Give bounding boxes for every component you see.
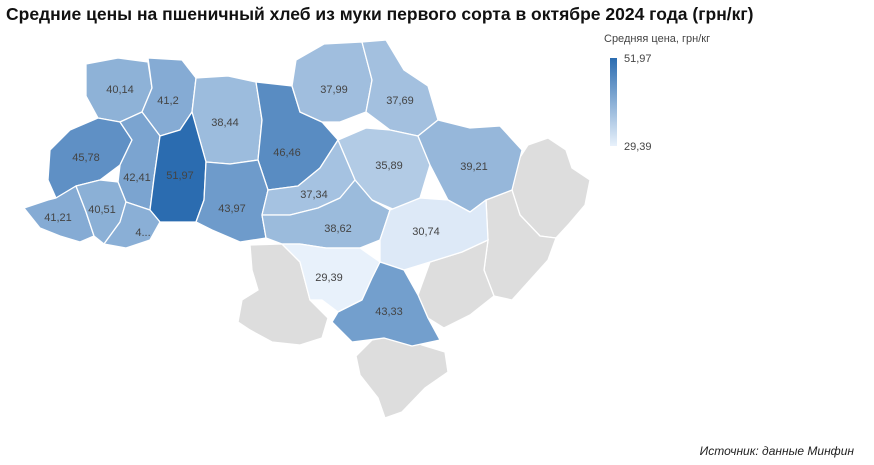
label-kherson: 43,33 (375, 306, 403, 318)
label-ternopil: 42,41 (123, 172, 151, 184)
region-kharkiv[interactable] (417, 119, 523, 213)
label-kirovohrad: 38,62 (324, 223, 352, 235)
label-rivne: 41,2 (157, 95, 178, 107)
label-kharkiv: 39,21 (460, 161, 488, 173)
label-kyiv: 46,46 (273, 147, 301, 159)
label-zakarpattia: 41,21 (44, 212, 72, 224)
source-note: Источник: данные Минфин (699, 444, 854, 458)
label-mykolaiv: 29,39 (315, 272, 343, 284)
label-cherkasy: 37,34 (300, 189, 328, 201)
label-chernivtsi: 4... (135, 227, 150, 239)
region-vinnytsia[interactable] (195, 159, 269, 243)
region-kherson[interactable] (331, 261, 441, 347)
regions-layer (23, 39, 523, 347)
region-chernihiv[interactable] (291, 41, 373, 123)
label-volyn: 40,14 (106, 84, 134, 96)
region-labels: 40,14 41,2 38,44 46,46 37,99 37,69 45,78… (44, 84, 488, 318)
label-khmelnytskyi: 51,97 (166, 170, 194, 182)
region-crimea[interactable] (355, 334, 449, 419)
legend-max-label: 51,97 (624, 53, 652, 65)
region-chernivtsi[interactable] (103, 201, 161, 249)
label-chernihiv: 37,99 (320, 84, 348, 96)
map-title: Средние цены на пшеничный хлеб из муки п… (6, 4, 754, 24)
legend-color-scale (610, 58, 617, 146)
region-dnipro[interactable] (379, 197, 489, 271)
label-dnipro: 30,74 (412, 226, 440, 238)
label-poltava: 35,89 (375, 160, 403, 172)
label-ivano-frankivsk: 40,51 (88, 204, 116, 216)
legend-min-label: 29,39 (624, 141, 652, 153)
label-vinnytsia: 43,97 (218, 203, 246, 215)
region-sumy[interactable] (361, 39, 439, 137)
legend-title: Средняя цена, грн/кг (604, 33, 711, 45)
label-lviv: 45,78 (72, 152, 100, 164)
label-zhytomyr: 38,44 (211, 117, 239, 129)
label-sumy: 37,69 (386, 95, 414, 107)
